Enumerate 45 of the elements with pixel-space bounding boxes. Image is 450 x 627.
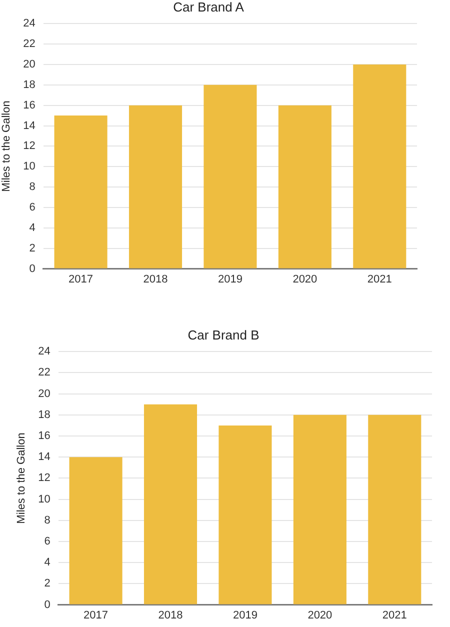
- chart-title: Car Brand A: [173, 0, 244, 14]
- y-tick-label: 8: [29, 181, 36, 194]
- y-tick-label: 20: [23, 58, 36, 70]
- x-tick-label: 2018: [143, 273, 168, 286]
- y-tick-label: 2: [44, 578, 50, 590]
- y-tick-label: 20: [38, 388, 50, 400]
- x-tick-label: 2019: [218, 273, 242, 286]
- y-tick-label: 10: [23, 160, 36, 173]
- y-tick-label: 12: [23, 140, 36, 152]
- bar: [218, 425, 272, 604]
- y-tick-label: 16: [23, 99, 36, 112]
- bar: [69, 457, 122, 604]
- x-tick-label: 2020: [292, 273, 318, 286]
- y-tick-label: 4: [44, 556, 50, 569]
- y-axis-title: Miles to the Gallon: [0, 100, 13, 192]
- y-tick-label: 10: [38, 493, 50, 506]
- x-tick-label: 2017: [68, 273, 94, 286]
- x-tick-label: 2021: [367, 273, 392, 286]
- y-tick-label: 2: [29, 242, 36, 254]
- y-tick-label: 4: [29, 222, 36, 234]
- y-tick-label: 14: [23, 120, 36, 132]
- bar: [368, 414, 422, 604]
- bar: [144, 404, 198, 604]
- y-tick-label: 6: [44, 536, 50, 548]
- y-tick-label: 24: [38, 346, 50, 358]
- y-tick-label: 8: [44, 514, 50, 526]
- y-tick-label: 22: [38, 366, 50, 379]
- x-tick-label: 2021: [382, 609, 407, 622]
- y-tick-label: 0: [29, 262, 36, 275]
- y-tick-label: 0: [44, 598, 50, 611]
- y-tick-label: 18: [23, 78, 36, 91]
- x-tick-label: 2018: [158, 609, 183, 622]
- y-tick-label: 14: [38, 451, 50, 464]
- y-tick-label: 12: [38, 472, 50, 484]
- y-tick-label: 18: [38, 408, 50, 421]
- bar: [293, 414, 346, 604]
- x-tick-label: 2020: [308, 609, 332, 622]
- y-tick-label: 22: [23, 38, 36, 50]
- chart-title: Car Brand B: [188, 327, 260, 342]
- y-tick-label: 24: [23, 18, 36, 30]
- x-tick-label: 2017: [84, 609, 108, 622]
- y-axis-title: Miles to the Gallon: [16, 432, 28, 524]
- y-tick-label: 6: [29, 202, 36, 214]
- y-tick-label: 16: [38, 430, 50, 442]
- x-tick-label: 2019: [232, 609, 258, 622]
